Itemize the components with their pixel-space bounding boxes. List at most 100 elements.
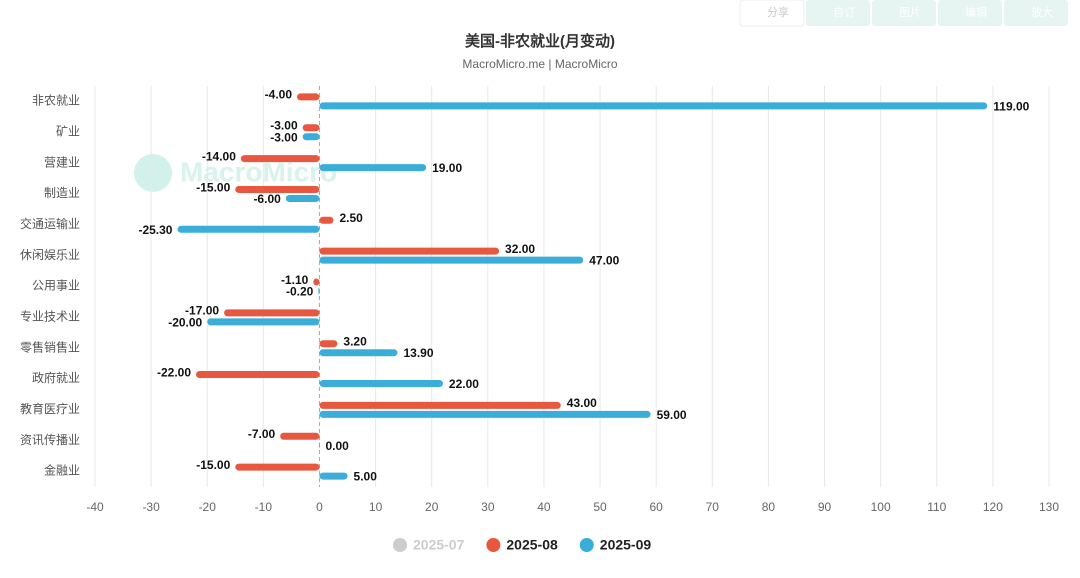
toolbar-button[interactable] xyxy=(938,0,1002,26)
x-tick-label: 130 xyxy=(1039,500,1059,514)
toolbar-button-label[interactable]: 分享 xyxy=(767,5,789,19)
y-tick-label: 休闲娱乐业 xyxy=(20,248,80,262)
bar xyxy=(319,164,427,172)
toolbar-button[interactable] xyxy=(739,0,805,27)
value-label: 3.20 xyxy=(343,335,367,349)
legend-marker[interactable] xyxy=(579,538,594,552)
bar xyxy=(318,287,320,295)
value-label: 47.00 xyxy=(589,254,619,268)
y-tick-label: 交通运输业 xyxy=(20,216,80,231)
bar xyxy=(285,194,320,202)
bar xyxy=(224,309,320,317)
bar xyxy=(240,155,320,163)
toolbar-button[interactable] xyxy=(806,0,870,26)
toolbar-button-label[interactable]: 图片 xyxy=(899,6,921,19)
bar xyxy=(319,216,334,224)
x-tick-label: -40 xyxy=(86,500,104,514)
legend-label[interactable]: 2025-09 xyxy=(600,537,652,553)
bar xyxy=(319,256,584,264)
y-tick-label: 教育医疗业 xyxy=(20,401,80,416)
value-label: 0.00 xyxy=(325,439,349,453)
x-tick-label: 120 xyxy=(983,500,1003,514)
value-label: -7.00 xyxy=(248,427,276,441)
toolbar-button-label[interactable]: 自订 xyxy=(833,6,855,19)
y-tick-label: 政府就业 xyxy=(32,370,80,385)
x-tick-label: 100 xyxy=(871,500,891,514)
value-label: 59.00 xyxy=(657,408,687,422)
y-tick-label: 矿业 xyxy=(56,124,80,138)
watermark-logo xyxy=(134,154,172,192)
bar xyxy=(280,432,320,440)
x-tick-label: 20 xyxy=(425,500,439,514)
legend-marker[interactable] xyxy=(486,538,501,552)
bar xyxy=(177,225,320,233)
bar xyxy=(235,185,320,193)
y-tick-label: 营建业 xyxy=(44,155,80,169)
value-label: 5.00 xyxy=(354,470,378,484)
value-label: -15.00 xyxy=(196,458,230,472)
bar xyxy=(207,318,320,326)
bar xyxy=(302,133,320,141)
x-tick-label: 0 xyxy=(316,500,323,514)
value-label: 2.50 xyxy=(340,211,364,225)
value-label: 22.00 xyxy=(449,377,479,391)
x-tick-label: 110 xyxy=(927,500,946,514)
x-tick-label: 90 xyxy=(818,500,832,514)
bar xyxy=(302,124,320,132)
bar xyxy=(319,340,338,348)
chart-subtitle: MacroMicro.me | MacroMicro xyxy=(462,57,617,71)
bar xyxy=(319,247,500,255)
y-tick-label: 专业技术业 xyxy=(20,309,80,324)
y-tick-label: 制造业 xyxy=(44,186,80,200)
value-label: 13.90 xyxy=(403,346,433,360)
value-label: -20.00 xyxy=(168,315,202,329)
legend-label[interactable]: 2025-08 xyxy=(506,537,558,553)
x-tick-label: 50 xyxy=(593,500,607,514)
bar xyxy=(319,102,988,110)
bar xyxy=(319,380,443,388)
value-label: -4.00 xyxy=(265,88,293,102)
y-tick-label: 公用事业 xyxy=(32,279,80,293)
value-label: -3.00 xyxy=(270,130,298,144)
value-label: 32.00 xyxy=(505,242,535,256)
value-label: 119.00 xyxy=(993,99,1029,113)
toolbar-button[interactable] xyxy=(872,0,936,26)
y-tick-label: 资讯传播业 xyxy=(20,432,80,447)
value-label: -0.20 xyxy=(286,285,314,299)
toolbar-button-label[interactable]: 放大 xyxy=(1031,5,1053,19)
toolbar-button[interactable] xyxy=(1004,0,1068,26)
x-tick-label: 10 xyxy=(369,500,383,514)
x-tick-label: 80 xyxy=(762,500,776,514)
legend-marker[interactable] xyxy=(393,538,407,552)
bar xyxy=(313,278,320,286)
value-label: 43.00 xyxy=(567,396,597,410)
value-label: -22.00 xyxy=(157,365,191,379)
bar xyxy=(319,349,398,357)
bar xyxy=(196,371,320,379)
x-tick-label: 70 xyxy=(706,500,720,514)
value-label: -3.00 xyxy=(270,119,298,133)
bar xyxy=(319,472,348,480)
bar xyxy=(319,410,651,418)
x-tick-label: -10 xyxy=(255,500,273,514)
value-label: -25.30 xyxy=(138,223,172,237)
value-label: -17.00 xyxy=(185,304,219,318)
bar xyxy=(235,463,320,471)
value-label: -6.00 xyxy=(253,192,281,206)
x-tick-label: 30 xyxy=(481,500,495,514)
bar xyxy=(297,93,320,101)
value-label: -1.10 xyxy=(281,273,309,287)
chart-title: 美国-非农就业(月变动) xyxy=(465,32,615,50)
x-tick-label: 60 xyxy=(649,500,663,514)
x-tick-label: 40 xyxy=(537,500,551,514)
value-label: -15.00 xyxy=(196,180,230,194)
value-label: 19.00 xyxy=(432,161,462,175)
toolbar-button-label[interactable]: 编辑 xyxy=(965,5,987,19)
y-tick-label: 非农就业 xyxy=(32,94,80,108)
legend-label[interactable]: 2025-07 xyxy=(413,537,465,553)
value-label: -14.00 xyxy=(202,149,236,163)
bar xyxy=(319,441,320,449)
bar xyxy=(319,401,561,409)
x-tick-label: -20 xyxy=(199,500,217,514)
